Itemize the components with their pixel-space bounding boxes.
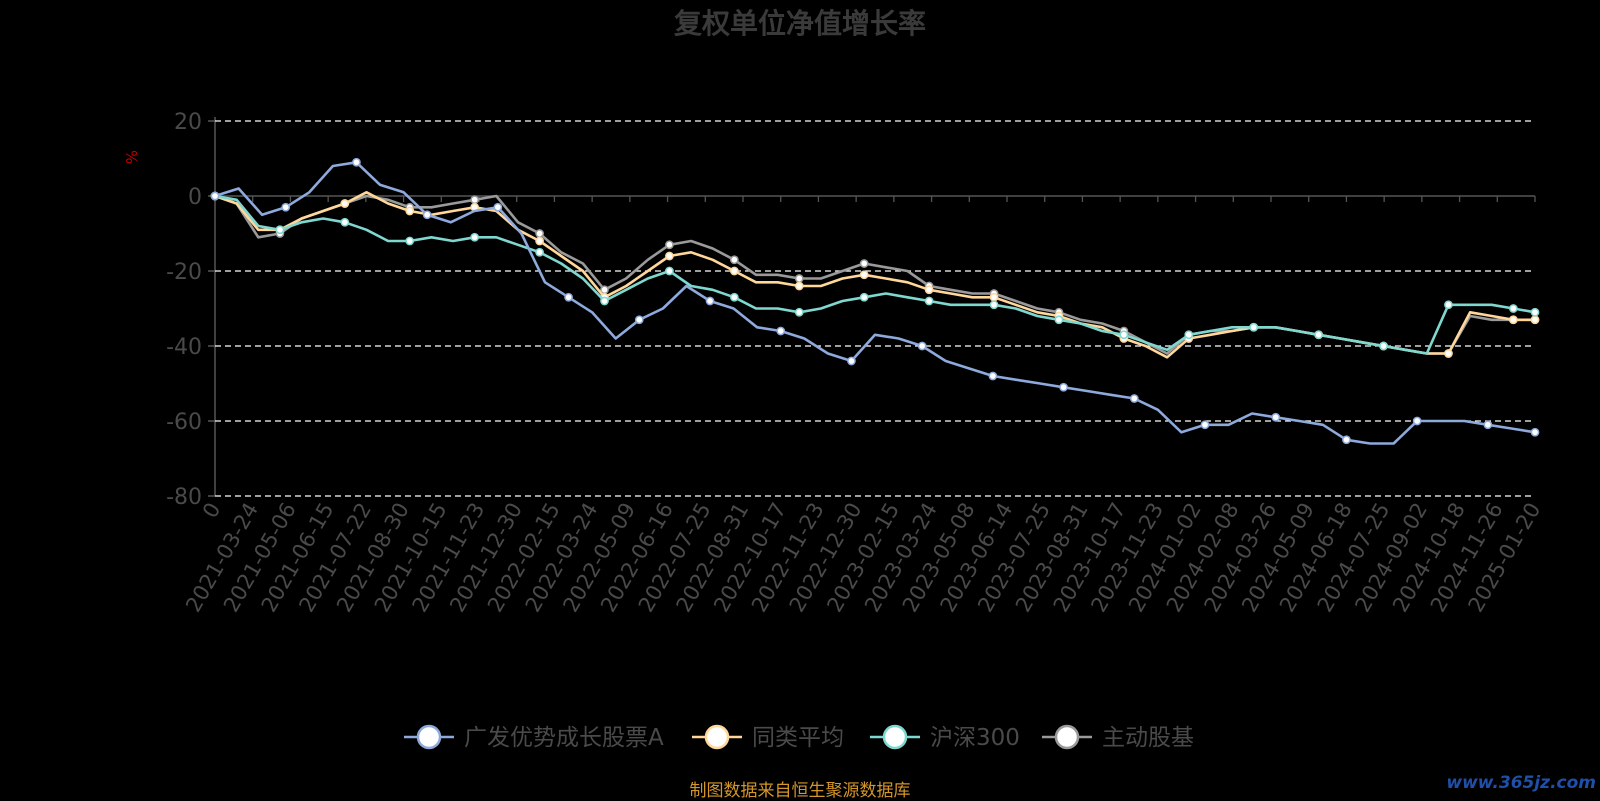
y-tick-label-1: 0 <box>188 185 202 210</box>
series-0-point-3 <box>281 202 291 212</box>
series-2-point-42 <box>1119 330 1129 340</box>
series-3-point-27 <box>794 274 804 283</box>
legend-label-1: 同类平均 <box>752 725 844 751</box>
chart-title: 复权单位净值增长率 <box>673 7 926 40</box>
y-tick-label-3: -40 <box>166 335 202 360</box>
series-0-point-42 <box>1200 420 1210 430</box>
legend-label-2: 沪深300 <box>930 725 1020 751</box>
watermark: www.365jz.com <box>1446 773 1596 793</box>
series-1-point-60 <box>1509 315 1518 325</box>
series-2-point-9 <box>405 236 415 246</box>
series-2-point-21 <box>665 266 674 276</box>
series-2-point-27 <box>794 307 804 317</box>
y-tick-label-4: -60 <box>166 410 202 435</box>
legend-marker-3 <box>1054 724 1080 750</box>
series-2-point-39 <box>1054 315 1064 325</box>
series-2-point-45 <box>1184 330 1194 340</box>
series-line-1 <box>214 191 1535 359</box>
legend-marker-0 <box>416 724 442 750</box>
series-0-point-21 <box>705 296 715 306</box>
series-0-point-15 <box>564 292 573 302</box>
legend-label-0: 广发优势成长股票A <box>464 725 664 751</box>
series-1-point-9 <box>405 206 415 216</box>
series-1-point-57 <box>1444 349 1453 358</box>
series-2-point-61 <box>1530 307 1540 317</box>
series-2-point-18 <box>600 296 609 306</box>
series-1-point-36 <box>989 292 999 302</box>
series-2-point-33 <box>924 296 934 306</box>
series-0-point-33 <box>988 371 998 381</box>
series-2-point-48 <box>1249 322 1259 332</box>
series-3-point-12 <box>470 195 480 205</box>
series-3-point-30 <box>859 259 869 268</box>
series-1-point-6 <box>340 199 350 208</box>
series-0-point-0 <box>210 191 220 201</box>
series-0-point-39 <box>1129 394 1139 403</box>
y-tick-label-2: -20 <box>166 260 202 285</box>
series-0-point-51 <box>1412 416 1422 426</box>
series-0-point-30 <box>917 341 927 351</box>
series-1-point-33 <box>924 285 934 295</box>
series-3-point-24 <box>729 255 739 265</box>
legend-marker-1 <box>704 724 730 750</box>
series-1-point-15 <box>535 236 544 246</box>
series-1-point-24 <box>729 266 739 276</box>
series-2-point-24 <box>729 292 739 302</box>
x-tick-label-0: 0 <box>198 499 225 523</box>
series-2-point-12 <box>470 232 480 242</box>
series-2-point-57 <box>1444 300 1453 310</box>
series-0-point-45 <box>1271 412 1281 422</box>
series-0-point-36 <box>1059 382 1068 392</box>
series-0-point-27 <box>847 356 856 366</box>
source-note: 制图数据来自恒生聚源数据库 <box>689 781 911 801</box>
series-0-point-9 <box>422 210 432 220</box>
series-line-2 <box>214 194 1536 355</box>
series-2-point-3 <box>275 225 285 235</box>
series-0-point-54 <box>1483 420 1493 430</box>
series-2-point-36 <box>989 300 999 310</box>
series-2-point-30 <box>859 292 869 302</box>
series-line-3 <box>214 194 1535 355</box>
series-2-point-60 <box>1509 304 1518 313</box>
series-2-point-6 <box>340 217 350 227</box>
series-1-point-21 <box>665 251 674 261</box>
series-0-point-18 <box>634 315 644 325</box>
series-2-point-54 <box>1379 341 1388 351</box>
series-line-0 <box>214 161 1536 445</box>
series-1-point-30 <box>859 270 869 280</box>
series-1-point-61 <box>1530 315 1540 325</box>
series-3-point-15 <box>535 229 544 238</box>
series-2-point-15 <box>535 247 544 257</box>
legend-label-3: 主动股基 <box>1102 725 1194 751</box>
series-0-point-6 <box>352 157 361 167</box>
series-2-point-51 <box>1314 330 1323 340</box>
series-0-point-24 <box>776 326 786 336</box>
series-0-point-12 <box>493 202 503 212</box>
legend-marker-2 <box>882 724 908 750</box>
y-tick-label-5: -80 <box>166 485 202 510</box>
series-0-point-56 <box>1530 427 1540 437</box>
series-3-point-21 <box>665 240 674 250</box>
series-1-point-27 <box>794 281 804 291</box>
series-0-point-48 <box>1342 435 1351 445</box>
y-tick-label-0: 20 <box>174 110 202 135</box>
